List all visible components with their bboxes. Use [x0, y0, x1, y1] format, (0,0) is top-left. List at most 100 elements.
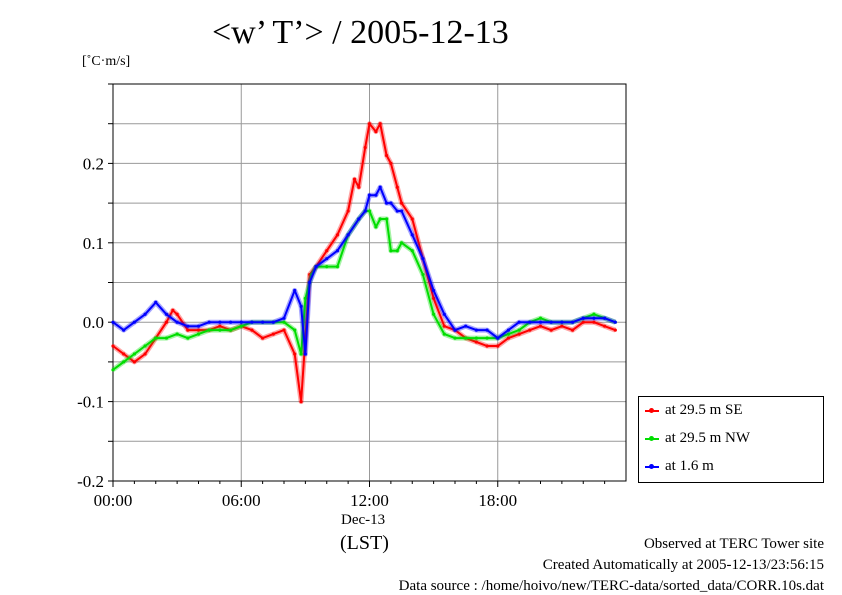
- data-point-0: [261, 336, 265, 340]
- data-point-1: [517, 328, 521, 332]
- data-point-1: [410, 249, 414, 253]
- y-tick-label: 0.0: [83, 313, 104, 332]
- data-point-0: [363, 145, 367, 150]
- data-point-1: [228, 328, 233, 332]
- y-tick-label: -0.2: [77, 472, 104, 491]
- data-point-0: [299, 400, 303, 404]
- data-point-2: [186, 324, 190, 328]
- data-point-1: [239, 324, 243, 328]
- chart-title: <w’ T’> / 2005-12-13: [212, 14, 509, 51]
- data-point-1: [474, 336, 478, 340]
- data-point-0: [603, 324, 607, 328]
- data-point-0: [352, 177, 357, 181]
- data-point-0: [346, 209, 350, 213]
- data-point-0: [374, 130, 378, 134]
- data-point-0: [143, 352, 147, 356]
- data-point-1: [421, 272, 425, 277]
- data-point-1: [154, 336, 158, 340]
- data-point-1: [389, 249, 393, 253]
- data-point-0: [570, 328, 575, 332]
- data-point-1: [325, 265, 329, 269]
- data-point-2: [175, 320, 179, 324]
- data-point-1: [218, 328, 222, 332]
- data-point-0: [432, 296, 436, 300]
- data-point-1: [374, 225, 378, 229]
- data-point-1: [442, 332, 446, 336]
- data-point-1: [592, 312, 596, 316]
- data-point-2: [357, 217, 361, 221]
- data-point-0: [395, 185, 399, 189]
- data-point-2: [592, 316, 596, 320]
- data-point-2: [385, 201, 389, 205]
- data-point-0: [485, 344, 489, 348]
- data-point-0: [186, 328, 190, 332]
- data-point-1: [282, 320, 286, 324]
- data-point-1: [175, 332, 179, 336]
- data-point-2: [517, 320, 521, 324]
- data-point-0: [171, 308, 175, 312]
- legend-label-se: at 29.5 m SE: [665, 402, 743, 418]
- y-tick-label: -0.1: [77, 393, 104, 412]
- data-point-1: [196, 332, 201, 336]
- data-point-2: [496, 336, 500, 340]
- x-tick-label: 00:00: [94, 491, 133, 510]
- data-point-0: [442, 324, 446, 328]
- data-point-2: [399, 209, 404, 213]
- x-axis-timezone-label: (LST): [340, 532, 389, 554]
- data-point-2: [442, 312, 446, 316]
- data-point-2: [378, 185, 382, 189]
- data-point-1: [335, 265, 340, 269]
- data-point-2: [410, 233, 414, 237]
- data-point-1: [303, 296, 307, 300]
- data-point-1: [378, 217, 382, 221]
- data-point-1: [164, 336, 169, 340]
- data-point-2: [374, 193, 378, 197]
- data-point-0: [613, 328, 617, 332]
- series-line-1: [112, 210, 616, 371]
- data-point-0: [592, 320, 596, 324]
- data-point-2: [261, 320, 265, 324]
- data-point-2: [474, 328, 478, 332]
- data-point-0: [293, 352, 297, 356]
- y-tick-label: 0.1: [83, 234, 104, 253]
- data-point-2: [603, 316, 607, 320]
- data-point-2: [395, 209, 399, 213]
- x-axis-date-label: Dec-13: [341, 512, 386, 528]
- legend-item-1m: at 1.6 m: [645, 458, 714, 478]
- data-point-2: [239, 320, 243, 324]
- data-point-0: [357, 185, 361, 189]
- data-point-1: [207, 328, 211, 332]
- data-point-2: [363, 209, 367, 213]
- legend-swatch-nw: [645, 435, 659, 441]
- data-point-2: [132, 320, 136, 324]
- data-point-2: [154, 300, 158, 304]
- data-point-2: [282, 316, 286, 320]
- data-point-2: [164, 312, 169, 316]
- data-point-0: [389, 161, 393, 165]
- data-point-0: [196, 328, 201, 332]
- legend-swatch-1m: [645, 463, 659, 469]
- data-point-2: [335, 249, 340, 253]
- x-tick-label: 12:00: [350, 491, 389, 510]
- data-point-2: [613, 320, 617, 324]
- data-point-2: [308, 280, 312, 285]
- y-axis-unit-label: [˚C·m/s]: [82, 54, 131, 69]
- legend-item-nw: at 29.5 m NW: [645, 430, 750, 450]
- data-point-2: [506, 328, 511, 332]
- data-point-0: [474, 340, 478, 344]
- series-line-2: [112, 186, 616, 355]
- data-point-1: [395, 249, 399, 253]
- data-point-1: [122, 360, 126, 364]
- data-point-1: [293, 328, 297, 332]
- data-point-0: [271, 332, 275, 336]
- x-tick-label: 18:00: [478, 491, 517, 510]
- data-point-2: [250, 320, 254, 324]
- data-point-0: [111, 344, 115, 348]
- data-point-2: [218, 320, 222, 324]
- data-point-2: [299, 304, 303, 308]
- data-point-2: [228, 320, 233, 324]
- data-point-2: [143, 312, 147, 316]
- y-tick-label: 0.2: [83, 154, 104, 173]
- data-point-2: [464, 324, 468, 328]
- series-halo-0: [111, 121, 617, 405]
